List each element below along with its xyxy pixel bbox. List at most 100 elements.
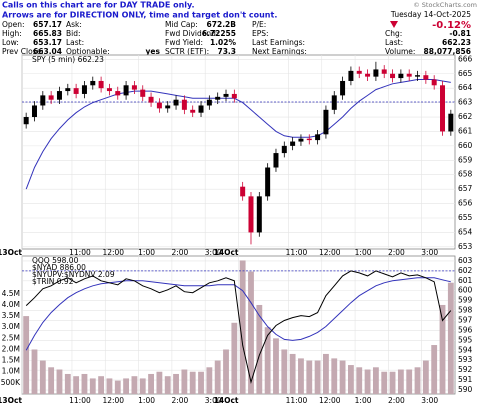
y2-tick-label: 2.5M [2, 333, 20, 342]
candle-body [381, 69, 387, 74]
candle-body [390, 73, 396, 79]
candle-body [115, 91, 121, 96]
x-tick-label: 14Oct [214, 248, 239, 257]
volume-bar [372, 367, 379, 394]
candle-body [315, 134, 321, 141]
candle-body [48, 95, 54, 100]
candle-body [365, 73, 371, 77]
candle-body [323, 109, 329, 135]
y-tick-label: 602 [458, 266, 473, 275]
field-value: 665.83 [33, 29, 62, 38]
legend-entry: $NYAD 886.00 [32, 263, 86, 272]
volume-bar [98, 376, 105, 394]
candle-body [123, 85, 129, 96]
volume-bar [139, 378, 146, 394]
volume-bar [56, 369, 63, 394]
note: Arrows are for DIRECTION ONLY, time and … [2, 11, 277, 20]
volume-bar [73, 376, 80, 394]
volume-bar [123, 378, 130, 394]
candle-body [356, 70, 362, 74]
volume-bar [31, 349, 38, 394]
y-tick-label: 658 [458, 170, 473, 179]
volume-bar [114, 380, 121, 394]
volume-bar [164, 376, 171, 394]
field-value: yes [146, 47, 161, 56]
volume-bar [189, 371, 196, 394]
y-tick-label: 601 [458, 276, 473, 285]
x-tick-label: 2:00 [388, 248, 405, 257]
candle-body [448, 113, 454, 132]
volume-bar [422, 360, 429, 394]
x-tick-label: 3:00 [421, 396, 438, 405]
candle-body [106, 88, 112, 92]
y-tick-label: 662 [458, 112, 473, 121]
x-tick-label: 11:00 [69, 248, 91, 257]
field-value: 662.23 [442, 38, 471, 47]
candle-body [440, 85, 446, 132]
field-value: 1.02% [210, 38, 237, 47]
note: Calls on this chart are for DAY TRADE on… [2, 1, 195, 10]
candle-body [181, 99, 187, 110]
field-label: Last: [66, 38, 84, 47]
volume-bar [223, 349, 229, 394]
volume-bar [206, 367, 213, 394]
y-tick-label: 597 [458, 316, 473, 325]
volume-bar [397, 369, 404, 394]
y-tick-label: 660 [458, 141, 473, 150]
volume-bar [106, 378, 113, 394]
legend-entry: QQQ 598.00 [32, 256, 79, 265]
y2-tick-label: 4.0M [2, 300, 20, 309]
volume-bar [89, 378, 96, 394]
x-tick-label: 1:00 [138, 248, 155, 257]
volume-bar [298, 358, 304, 394]
price-line [25, 270, 452, 385]
volume-bar [314, 360, 321, 394]
candle-body [56, 91, 62, 100]
y-tick-label: 590 [458, 385, 473, 394]
candle-body [273, 153, 279, 168]
x-tick-label: 3:00 [421, 248, 438, 257]
volume-bar [131, 376, 138, 394]
candle-body [156, 102, 162, 109]
volume-bar [364, 369, 371, 394]
candle-body [290, 141, 296, 146]
x-tick-label: 12:00 [102, 248, 124, 257]
x-tick-label: 1:00 [355, 248, 372, 257]
volume-bar [431, 345, 438, 394]
field-label: Bid: [66, 29, 81, 38]
candle-body [148, 96, 154, 103]
field-value: 6.72255 [202, 29, 236, 38]
field-label: Volume: [385, 47, 415, 56]
volume-bar [173, 373, 179, 394]
field-label: EPS: [252, 29, 269, 38]
volume-bar [181, 369, 188, 394]
x-tick-label: 13Oct [0, 248, 22, 257]
volume-bar [447, 282, 454, 394]
y2-tick-label: 1.5M [2, 356, 20, 365]
legend-entry: $NYUPV:$NYDNV 2.09 [32, 270, 115, 279]
x-tick-label: 14Oct [214, 396, 239, 405]
x-tick-label: 2:00 [388, 396, 405, 405]
candle-body [231, 93, 237, 99]
candle-body [140, 89, 146, 97]
candle-body [406, 73, 412, 77]
candle-body [81, 85, 87, 94]
field-label: High: [2, 29, 22, 38]
volume-bar [306, 360, 313, 394]
candle-body [306, 138, 312, 141]
candle-body [281, 145, 287, 154]
y2-tick-label: 4.5M [2, 289, 20, 298]
volume-bar [356, 367, 363, 394]
x-tick-label: 12:00 [102, 396, 124, 405]
field-value: 653.17 [33, 38, 62, 47]
y-tick-label: 600 [458, 286, 473, 295]
candle-body [373, 69, 379, 77]
y-tick-label: 598 [458, 306, 473, 315]
volume-bar [281, 349, 288, 394]
volume-bar [156, 371, 163, 394]
y-tick-label: 663 [458, 98, 473, 107]
candle-body [73, 88, 79, 94]
volume-bar [389, 371, 396, 394]
x-tick-label: 1:00 [355, 396, 372, 405]
x-tick-label: 12:00 [319, 248, 341, 257]
